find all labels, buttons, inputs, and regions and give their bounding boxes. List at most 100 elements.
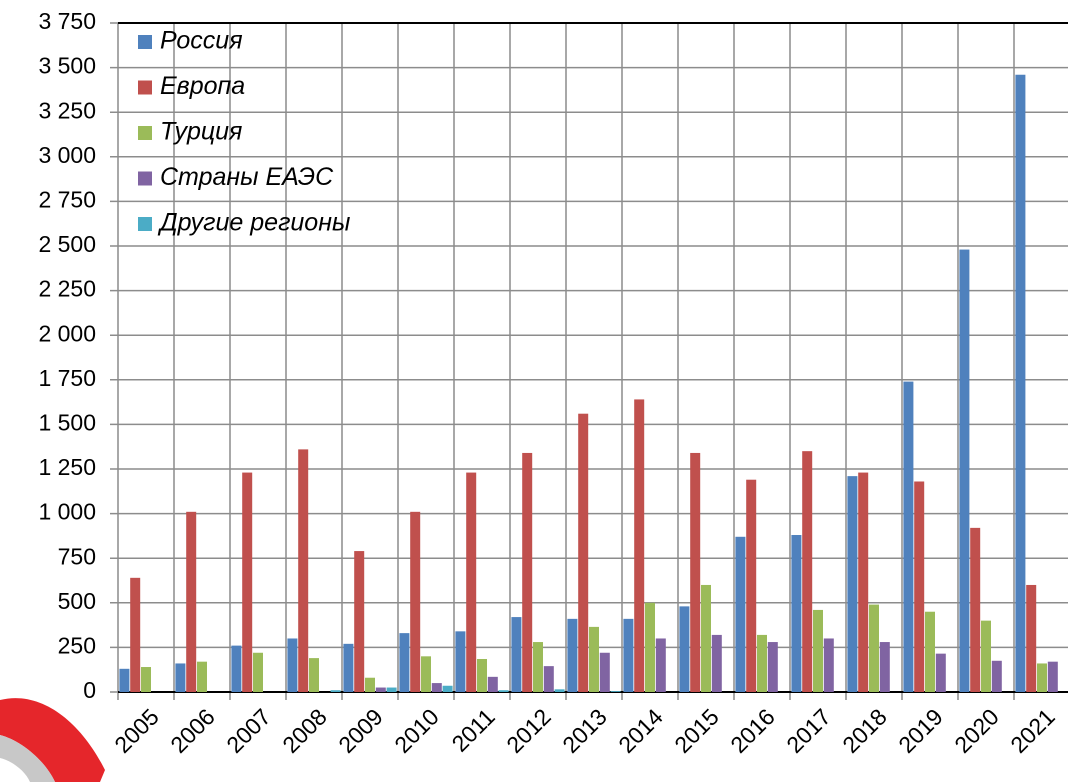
bar — [858, 473, 868, 692]
y-tick-label: 1 000 — [38, 499, 96, 525]
bar — [824, 638, 834, 692]
bar — [567, 619, 577, 692]
legend-swatch — [138, 172, 152, 186]
legend-text: Другие регионы — [157, 209, 350, 237]
bar — [735, 537, 745, 692]
bar — [376, 688, 386, 692]
y-tick-label: 750 — [58, 543, 96, 569]
bar — [309, 658, 319, 692]
bar — [981, 621, 991, 692]
bar — [1026, 585, 1036, 692]
bar — [410, 512, 420, 692]
x-tick-label: 2006 — [165, 703, 220, 758]
bar — [768, 642, 778, 692]
bar — [1015, 75, 1025, 692]
bar — [701, 585, 711, 692]
x-tick-label: 2005 — [109, 703, 164, 758]
bar — [544, 666, 554, 692]
bar — [757, 635, 767, 692]
bar — [130, 578, 140, 692]
bar — [712, 635, 722, 692]
y-tick-label: 2 500 — [38, 231, 96, 257]
x-tick-label: 2013 — [557, 703, 612, 758]
legend-swatch — [138, 81, 152, 95]
bar — [813, 610, 823, 692]
x-tick-label: 2021 — [1005, 703, 1060, 758]
x-tick-label: 2014 — [613, 703, 668, 758]
bar — [186, 512, 196, 692]
bar — [914, 481, 924, 692]
bar — [432, 683, 442, 692]
y-tick-label: 3 250 — [38, 97, 96, 123]
x-tick-label: 2007 — [221, 703, 276, 758]
x-tick-label: 2019 — [893, 703, 948, 758]
y-tick-label: 0 — [83, 677, 96, 703]
bar — [880, 642, 890, 692]
bar — [634, 399, 644, 692]
bar — [623, 619, 633, 692]
bar — [746, 480, 756, 692]
bar — [253, 653, 263, 692]
bar — [298, 449, 308, 692]
bar — [589, 627, 599, 692]
x-tick-label: 2010 — [389, 703, 444, 758]
x-tick-label: 2018 — [837, 703, 892, 758]
bar — [791, 535, 801, 692]
bar — [354, 551, 364, 692]
x-tick-label: 2015 — [669, 703, 724, 758]
bar — [925, 612, 935, 692]
bar — [802, 451, 812, 692]
y-tick-label: 3 500 — [38, 53, 96, 79]
bar — [477, 659, 487, 692]
bar — [231, 646, 241, 692]
legend-text: Россия — [160, 27, 243, 55]
bar — [611, 691, 621, 692]
y-tick-label: 1 750 — [38, 365, 96, 391]
bar — [421, 656, 431, 692]
bar — [1048, 662, 1058, 692]
bar — [679, 606, 689, 692]
y-tick-label: 2 750 — [38, 186, 96, 212]
bar — [936, 654, 946, 692]
bar — [287, 638, 297, 692]
y-tick-label: 500 — [58, 588, 96, 614]
y-tick-label: 1 500 — [38, 409, 96, 435]
bar — [578, 414, 588, 692]
bar — [175, 663, 185, 692]
legend-swatch — [138, 217, 152, 231]
x-tick-label: 2011 — [446, 703, 499, 756]
x-tick-label: 2017 — [781, 703, 836, 758]
bar — [1037, 663, 1047, 692]
bar — [656, 638, 666, 692]
bar — [455, 631, 465, 692]
bar — [645, 603, 655, 692]
legend-swatch — [138, 35, 152, 49]
bar — [869, 605, 879, 692]
chart: 02505007501 0001 2501 5001 7502 0002 250… — [0, 0, 1068, 782]
bar — [847, 476, 857, 692]
bar — [119, 669, 129, 692]
bar — [533, 642, 543, 692]
bar — [522, 453, 532, 692]
x-tick-label: 2008 — [277, 703, 332, 758]
bar — [331, 690, 341, 692]
bar — [600, 653, 610, 692]
bar — [466, 473, 476, 692]
decor-ribbon — [0, 698, 105, 782]
legend-swatch — [138, 126, 152, 140]
bar — [443, 686, 453, 692]
bar — [511, 617, 521, 692]
y-tick-label: 1 250 — [38, 454, 96, 480]
x-tick-label: 2009 — [333, 703, 388, 758]
y-tick-label: 2 250 — [38, 276, 96, 302]
bar — [488, 677, 498, 692]
y-tick-label: 250 — [58, 632, 96, 658]
bar — [141, 667, 151, 692]
bar — [365, 678, 375, 692]
bar — [690, 453, 700, 692]
legend-text: Европа — [160, 72, 245, 100]
x-tick-label: 2020 — [949, 703, 1004, 758]
x-tick-label: 2012 — [501, 703, 556, 758]
bar — [903, 382, 913, 692]
bar — [242, 473, 252, 692]
